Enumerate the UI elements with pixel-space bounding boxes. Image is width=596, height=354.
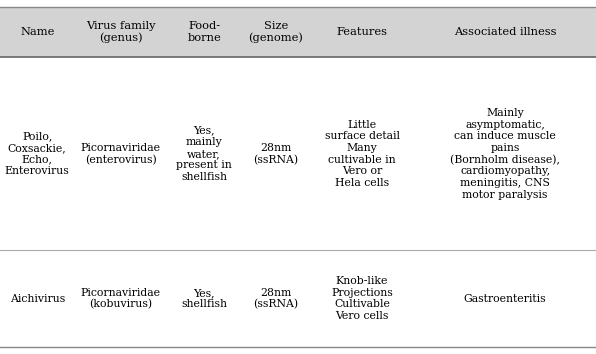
Text: Name: Name <box>20 27 54 37</box>
Text: Associated illness: Associated illness <box>454 27 556 37</box>
Text: Food-
borne: Food- borne <box>187 22 221 43</box>
Text: Size
(genome): Size (genome) <box>248 21 303 44</box>
Text: Poilo,
Coxsackie,
Echo,
Enterovirus: Poilo, Coxsackie, Echo, Enterovirus <box>5 131 70 176</box>
Text: 28nm
(ssRNA): 28nm (ssRNA) <box>253 288 298 310</box>
Text: Yes,
shellfish: Yes, shellfish <box>181 288 227 309</box>
Bar <box>0 250 596 347</box>
Text: Virus family
(genus): Virus family (genus) <box>86 21 156 44</box>
Text: Gastroenteritis: Gastroenteritis <box>464 294 547 304</box>
Text: Features: Features <box>337 27 387 37</box>
Text: Knob-like
Projections
Cultivable
Vero cells: Knob-like Projections Cultivable Vero ce… <box>331 276 393 321</box>
Text: Mainly
asymptomatic,
can induce muscle
pains
(Bornholm disease),
cardiomyopathy,: Mainly asymptomatic, can induce muscle p… <box>450 108 560 200</box>
Text: Aichivirus: Aichivirus <box>10 294 65 304</box>
Bar <box>0 7 596 57</box>
Text: Yes,
mainly
water,
present in
shellfish: Yes, mainly water, present in shellfish <box>176 126 232 182</box>
Text: Little
surface detail
Many
cultivable in
Vero or
Hela cells: Little surface detail Many cultivable in… <box>325 120 399 188</box>
Text: Picornaviridae
(enterovirus): Picornaviridae (enterovirus) <box>80 143 161 165</box>
Bar <box>0 57 596 250</box>
Text: 28nm
(ssRNA): 28nm (ssRNA) <box>253 143 298 165</box>
Text: Picornaviridae
(kobuvirus): Picornaviridae (kobuvirus) <box>80 288 161 310</box>
